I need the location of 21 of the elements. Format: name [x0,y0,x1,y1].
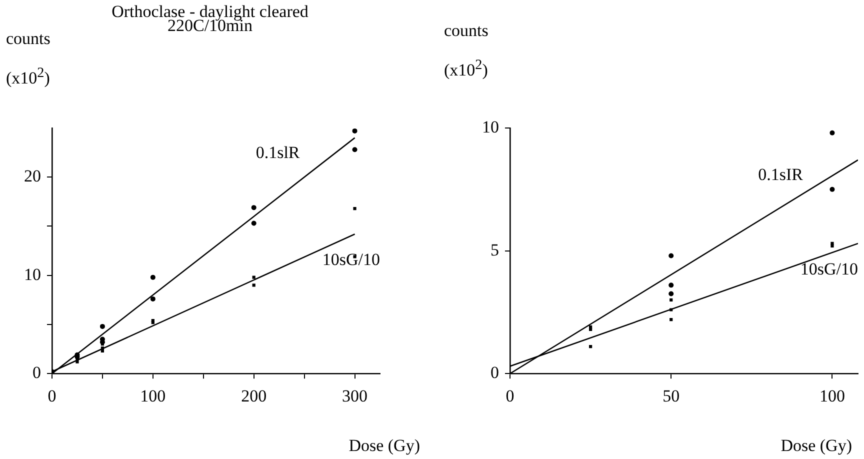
x-axis-title: Dose (Gy) [780,436,852,455]
x-tick-label: 100 [140,386,166,406]
x-tick-label: 300 [342,386,368,406]
text: counts (x10$^{2}$) [444,21,488,80]
x-tick-label: 0 [48,386,56,406]
series-label: 0.1slR [256,142,300,162]
series-label: 10sG/10 [800,259,858,278]
y-tick-label: 10 [482,117,499,136]
series-label: 0.1sIR [758,164,804,184]
x-tick-label: 100 [819,386,845,406]
series-label: 10sG/10 [322,250,380,270]
y-tick-label: 5 [490,240,499,260]
text: counts (x10$^{2}$) [6,29,50,88]
y-tick-label: 0 [32,363,41,382]
x-axis-title: Dose (Gy) [348,436,420,455]
y-tick-label: 20 [24,166,41,186]
x-tick-label: 0 [506,386,514,406]
x-tick-label: 200 [241,386,267,406]
y-tick-label: 0 [490,363,499,382]
x-tick-label: 50 [662,386,680,406]
y-tick-label: 10 [24,264,41,284]
